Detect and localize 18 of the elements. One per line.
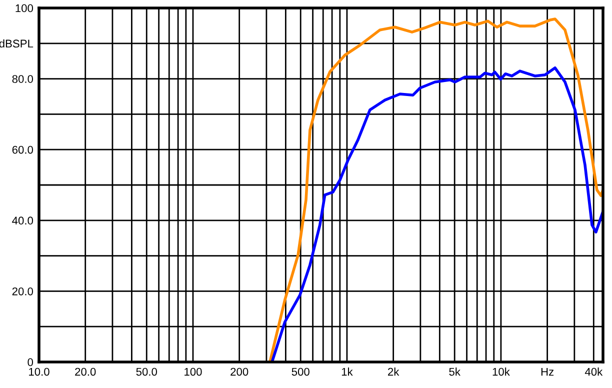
x-tick-label: 1k bbox=[342, 368, 353, 376]
x-tick-label: Hz bbox=[541, 368, 554, 376]
y-tick-label: 100 bbox=[16, 4, 34, 12]
y-tick-label: 80.0 bbox=[12, 75, 34, 83]
x-tick-label: 2k bbox=[388, 368, 400, 376]
x-tick-label: 20.0 bbox=[75, 368, 96, 376]
y-tick-label: 20.0 bbox=[12, 287, 34, 296]
x-tick-label: 10.0 bbox=[29, 368, 50, 376]
x-tick-label: 40k bbox=[584, 368, 603, 376]
x-tick-label: 100 bbox=[184, 368, 202, 376]
x-tick-label: 200 bbox=[230, 368, 248, 376]
x-tick-label: 5k bbox=[449, 368, 460, 376]
x-tick-label: 500 bbox=[292, 368, 310, 376]
y-tick-label: 0 bbox=[28, 358, 34, 366]
y-tick-label: 60.0 bbox=[12, 146, 34, 154]
x-tick-label: 50.0 bbox=[136, 368, 158, 376]
y-tick-label: 40.0 bbox=[12, 216, 34, 225]
x-tick-label: 10k bbox=[492, 368, 510, 376]
